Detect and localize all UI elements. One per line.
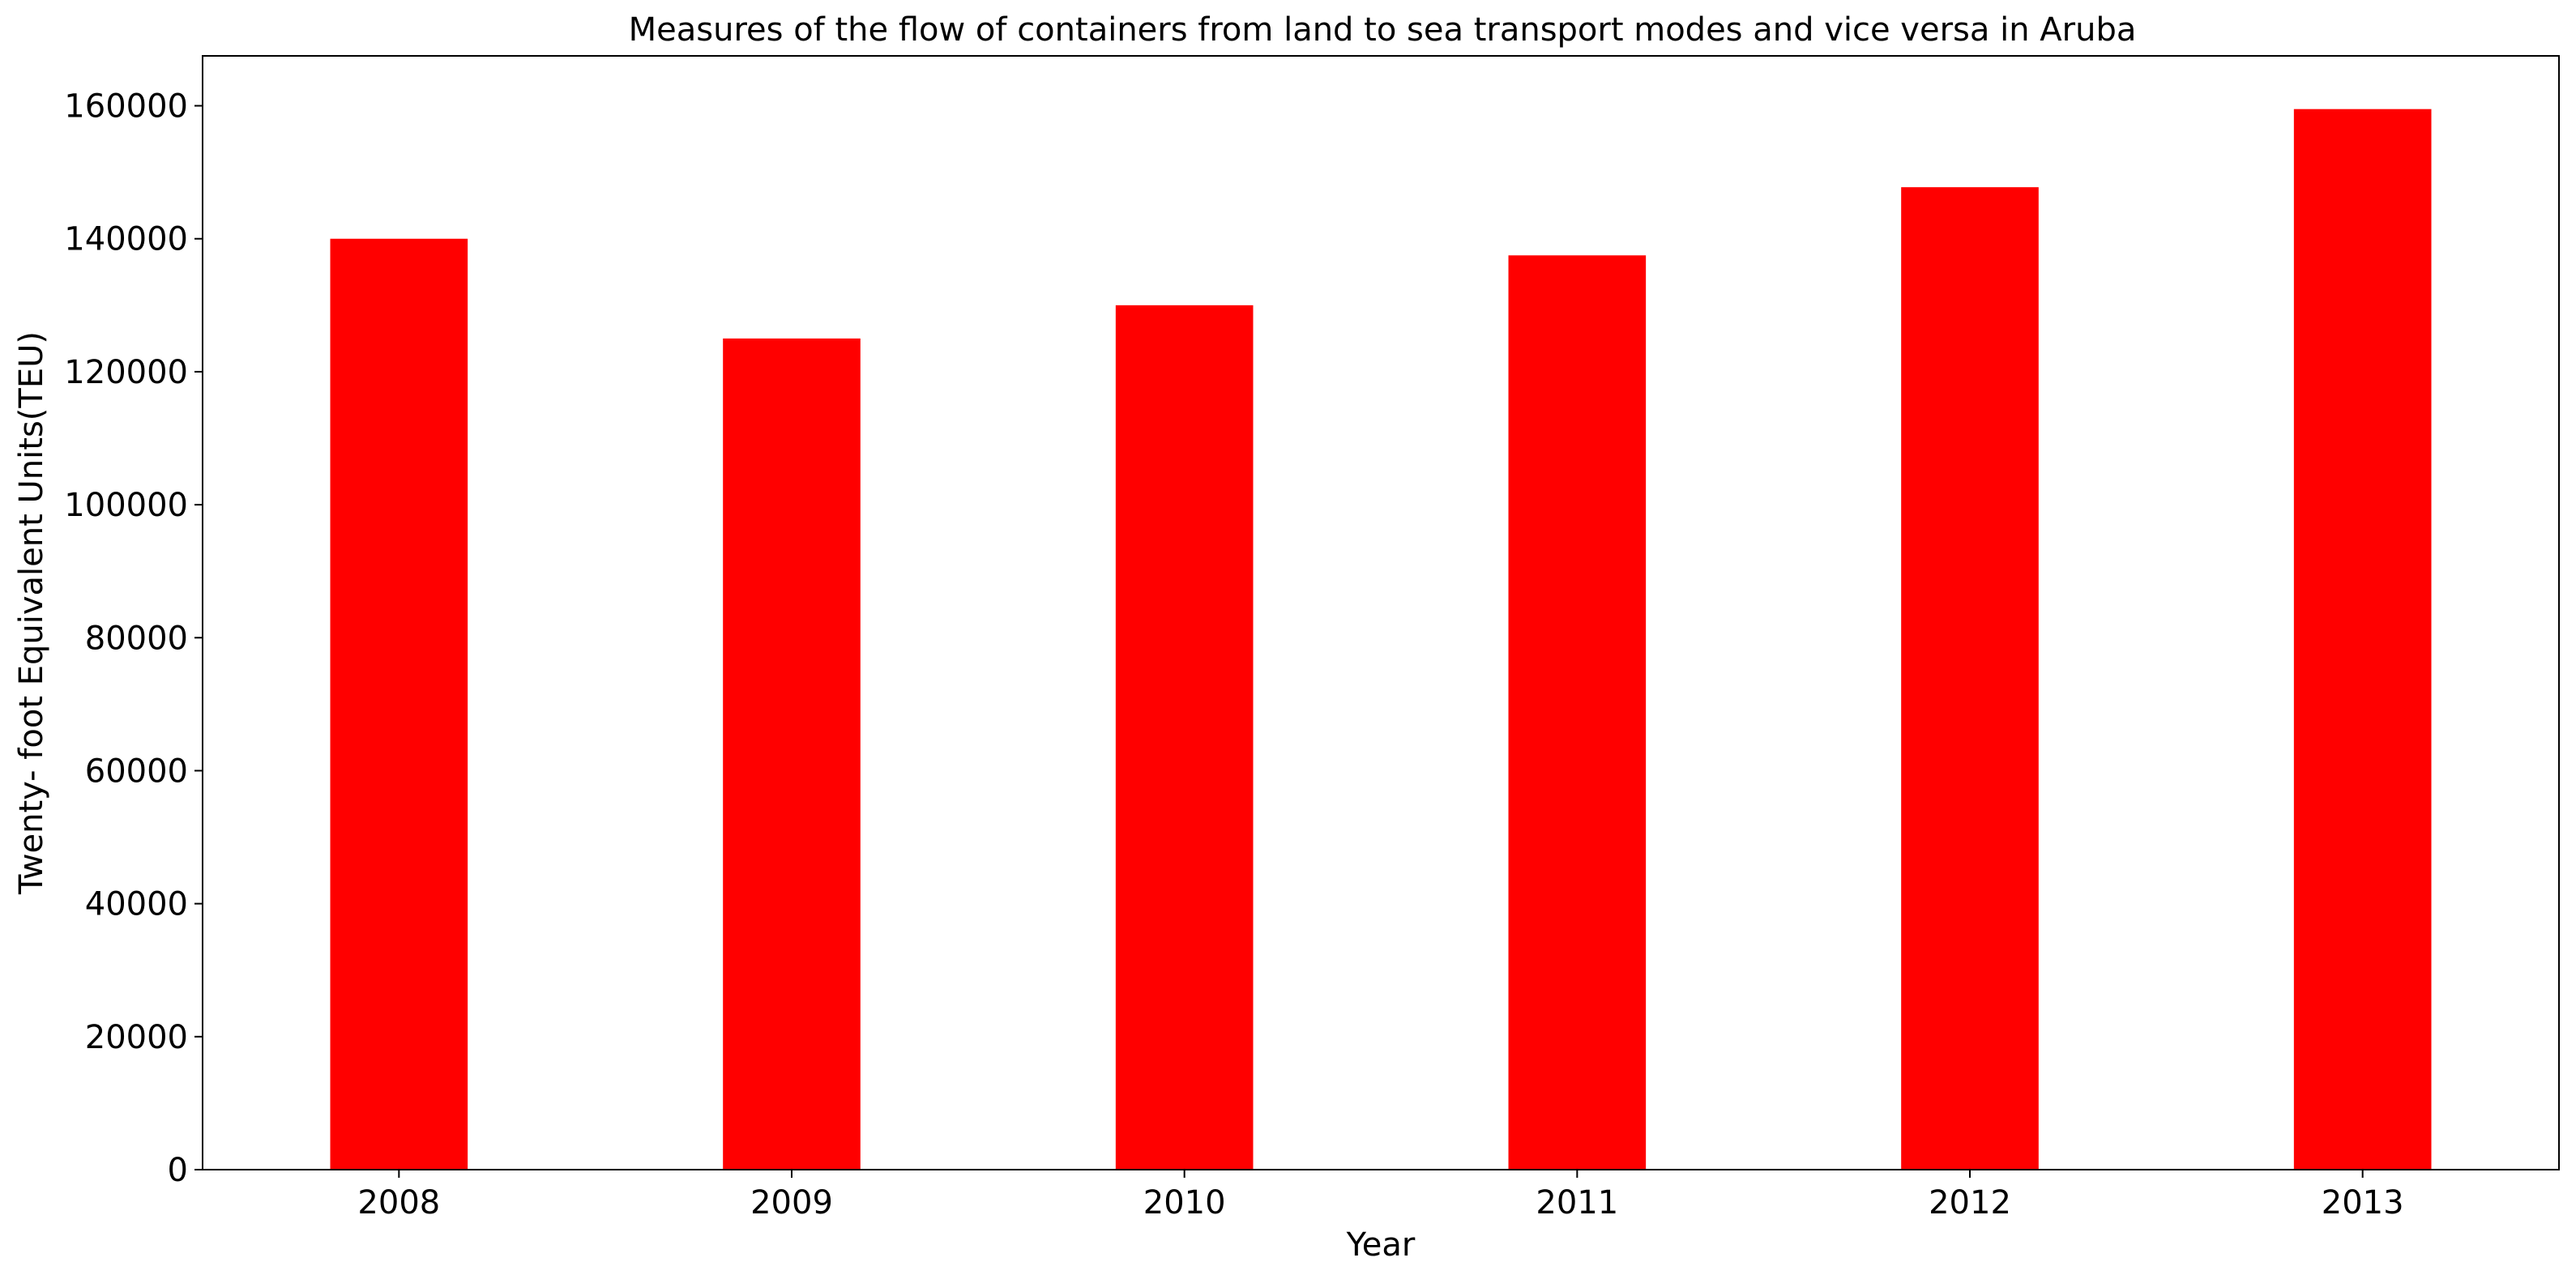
x-tick-label: 2010 [1143,1184,1226,1221]
y-axis-label: Twenty- foot Equivalent Units(TEU) [13,331,50,895]
bar-2012 [1901,187,2039,1170]
bar-2013 [2293,109,2432,1170]
x-tick-label: 2008 [357,1184,440,1221]
y-tick-label: 160000 [64,88,188,126]
x-tick-label: 2013 [2322,1184,2404,1221]
x-axis-label: Year [1346,1226,1416,1264]
x-tick-label: 2011 [1536,1184,1618,1221]
bar-2010 [1115,305,1254,1170]
y-tick-label: 40000 [85,886,188,923]
y-tick-label: 140000 [64,221,188,258]
y-tick-label: 120000 [64,354,188,391]
x-tick-label: 2009 [750,1184,833,1221]
bar-2009 [723,338,861,1170]
bar-2011 [1508,255,1647,1170]
y-tick-label: 20000 [85,1019,188,1056]
y-tick-label: 80000 [85,620,188,657]
plot-frame [202,55,2560,1170]
x-axis-ticks: 2008 2009 2010 2011 2012 2013 [357,1170,2404,1221]
y-tick-label: 0 [168,1152,188,1189]
y-tick-label: 60000 [85,752,188,790]
chart-title: Measures of the flow of containers from … [629,11,2137,49]
x-tick-label: 2012 [1929,1184,2011,1221]
y-tick-label: 100000 [64,487,188,524]
bars-group [330,109,2432,1170]
y-axis-ticks: 0 20000 40000 60000 80000 100000 120000 140000 1… [64,88,203,1189]
bar-2008 [330,238,468,1170]
